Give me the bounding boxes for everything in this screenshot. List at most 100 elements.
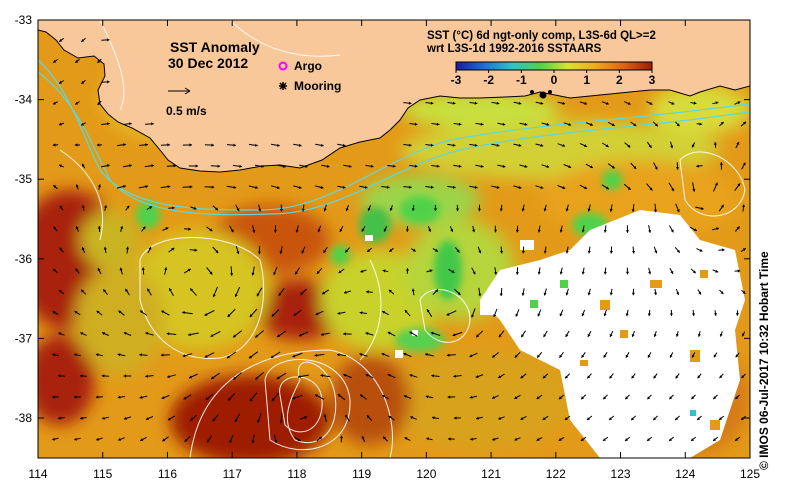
current-arrow — [381, 394, 390, 400]
current-arrow — [184, 435, 191, 443]
current-arrow — [204, 310, 215, 316]
current-arrow — [653, 373, 658, 379]
current-arrow — [52, 101, 59, 105]
current-arrow — [579, 142, 588, 148]
colorbar-tick-label: -2 — [483, 73, 494, 87]
current-arrow — [97, 184, 101, 190]
current-arrow — [183, 268, 191, 274]
current-arrow — [164, 267, 168, 275]
current-arrow — [411, 288, 415, 296]
current-arrow — [234, 286, 241, 298]
land-western-australia — [38, 20, 750, 173]
x-tick-label: 122 — [546, 467, 566, 481]
current-arrow — [453, 288, 461, 296]
current-arrow — [232, 372, 242, 380]
current-arrow — [366, 290, 373, 294]
current-arrow — [411, 205, 415, 211]
current-arrow — [227, 392, 236, 402]
current-arrow — [625, 309, 629, 317]
legend-argo: Argo — [294, 59, 322, 73]
current-arrow — [741, 373, 746, 379]
current-arrow — [95, 395, 104, 399]
current-arrow — [101, 80, 110, 84]
current-arrow — [469, 143, 478, 147]
current-arrow — [581, 225, 585, 233]
current-arrow — [139, 436, 147, 442]
current-arrow — [254, 372, 264, 380]
current-arrow — [557, 101, 566, 105]
current-arrow — [279, 246, 283, 254]
current-arrow — [323, 246, 328, 254]
current-arrow — [75, 184, 79, 190]
current-arrow — [559, 309, 564, 317]
current-arrow — [361, 226, 366, 232]
current-arrow — [343, 290, 352, 294]
current-arrow — [559, 351, 564, 359]
current-arrow — [123, 416, 132, 420]
current-arrow — [625, 267, 630, 275]
current-arrow — [426, 269, 433, 273]
current-arrow — [718, 204, 725, 212]
current-arrow — [603, 225, 607, 233]
current-arrow — [631, 373, 636, 379]
current-arrow — [365, 164, 374, 168]
current-arrow — [320, 374, 331, 378]
current-arrow — [647, 352, 652, 358]
current-arrow — [212, 205, 219, 211]
current-arrow — [491, 185, 500, 189]
current-arrow — [249, 308, 258, 318]
current-arrow — [141, 267, 145, 275]
current-arrow — [712, 394, 718, 400]
current-arrow — [431, 122, 440, 126]
current-arrow — [229, 225, 234, 233]
current-arrow — [602, 394, 608, 400]
current-arrow — [543, 330, 548, 338]
current-arrow — [697, 289, 702, 295]
current-arrow — [339, 225, 344, 233]
current-arrow — [122, 164, 132, 168]
current-arrow — [58, 122, 65, 126]
current-arrow — [74, 310, 81, 316]
current-arrow — [653, 246, 658, 254]
current-arrow — [167, 374, 176, 379]
current-arrow — [271, 309, 280, 317]
current-arrow — [609, 373, 614, 379]
current-arrow — [652, 415, 658, 421]
current-arrow — [339, 435, 344, 443]
current-arrow — [234, 413, 241, 423]
current-arrow — [230, 266, 234, 276]
current-arrow — [491, 395, 499, 399]
current-arrow — [248, 351, 259, 359]
current-arrow — [273, 266, 278, 276]
current-arrow — [293, 309, 302, 317]
current-arrow — [80, 79, 86, 85]
current-arrow — [631, 204, 635, 212]
current-arrow — [381, 352, 390, 358]
current-arrow — [270, 185, 280, 190]
current-arrow — [101, 332, 109, 336]
current-arrow — [59, 247, 64, 253]
current-arrow — [607, 163, 615, 169]
current-arrow — [520, 330, 526, 338]
current-arrow — [359, 185, 368, 189]
current-arrow — [713, 310, 718, 316]
current-arrow — [117, 143, 126, 147]
current-arrow — [73, 353, 81, 357]
current-arrow — [491, 143, 500, 147]
product-description-line1: SST (°C) 6d ngt-only comp, L3S-6d QL>=2 — [427, 30, 656, 42]
current-arrow — [447, 101, 456, 105]
y-tick-label: -35 — [15, 172, 33, 186]
current-arrow — [205, 393, 214, 401]
current-arrow — [648, 225, 652, 233]
current-arrow — [586, 373, 592, 379]
current-arrow — [96, 437, 103, 441]
current-arrow — [232, 164, 243, 168]
current-arrow — [204, 143, 215, 147]
x-tick-label: 120 — [416, 467, 436, 481]
current-arrow — [557, 143, 566, 147]
current-arrow — [337, 185, 346, 189]
y-tick-label: -36 — [15, 252, 33, 266]
current-arrow — [235, 204, 240, 212]
current-arrow — [675, 331, 679, 337]
current-arrow — [258, 204, 262, 212]
